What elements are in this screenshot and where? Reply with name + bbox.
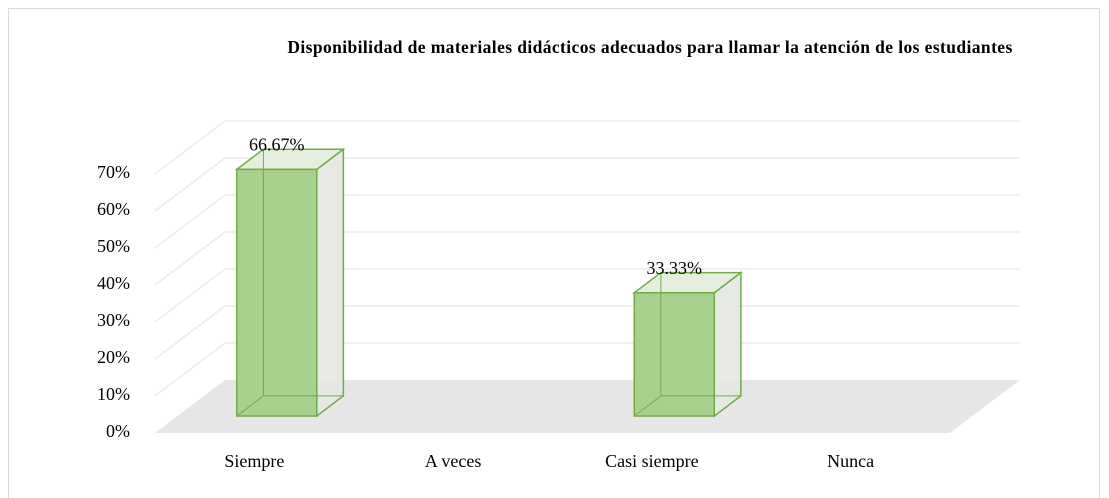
value-label: 33.33%: [647, 258, 703, 278]
value-label: 66.67%: [249, 134, 305, 154]
bar: [234, 147, 346, 418]
bar: [632, 271, 744, 418]
y-tick-label: 20%: [97, 347, 130, 367]
y-tick-label: 60%: [97, 199, 130, 219]
bar-side: [316, 147, 345, 418]
grid-line: [154, 231, 1020, 286]
grid-line: [154, 120, 1020, 175]
y-tick-label: 10%: [97, 384, 130, 404]
floor: [155, 380, 1020, 433]
bar-front: [236, 168, 318, 417]
x-tick-label: Casi siempre: [605, 451, 698, 471]
y-tick-label: 50%: [97, 236, 130, 256]
x-tick-label: Nunca: [827, 451, 874, 471]
x-tick-label: Siempre: [224, 451, 284, 471]
chart-frame: [8, 8, 1100, 498]
grid-line: [154, 268, 1020, 323]
x-tick-label: A veces: [425, 451, 481, 471]
chart-title: Disponibilidad de materiales didácticos …: [287, 37, 1013, 57]
grid-line: [154, 342, 1020, 397]
grid-line: [154, 194, 1020, 249]
bar-side: [713, 271, 742, 418]
grid-line: [154, 157, 1020, 212]
y-tick-label: 40%: [97, 273, 130, 293]
y-tick-label: 0%: [106, 421, 130, 441]
y-tick-label: 30%: [97, 310, 130, 330]
bar-front: [633, 291, 716, 417]
y-tick-label: 70%: [97, 162, 130, 182]
grid-line: [154, 305, 1020, 360]
